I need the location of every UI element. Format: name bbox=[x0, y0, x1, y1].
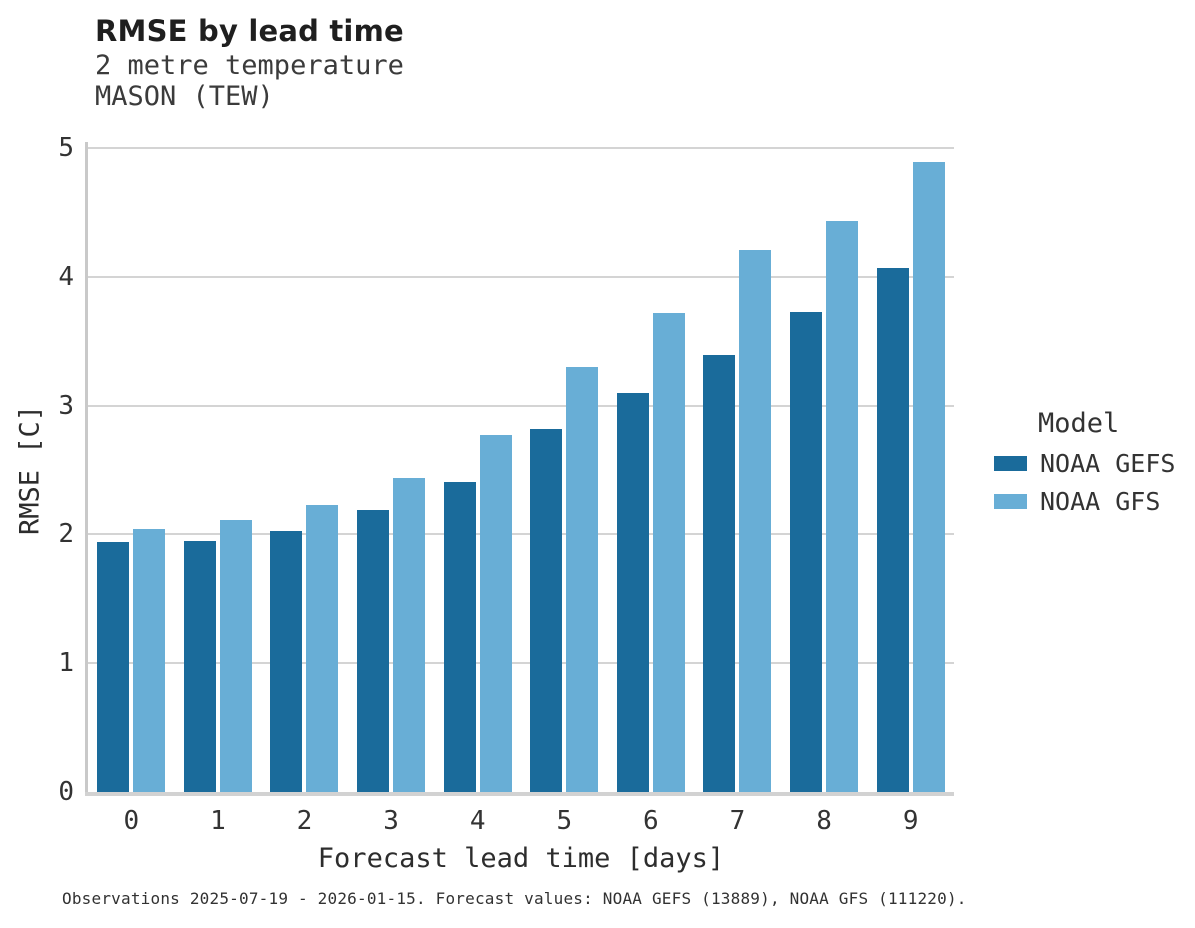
bar-group-1 bbox=[175, 520, 262, 792]
bar-noaa-gfs-lead-9 bbox=[912, 162, 945, 792]
bar-group-0 bbox=[88, 529, 175, 792]
x-axis-spine bbox=[85, 792, 954, 796]
chart-subtitle-variable: 2 metre temperature bbox=[95, 50, 404, 81]
y-tick-5: 5 bbox=[58, 133, 74, 163]
x-tick-6: 6 bbox=[643, 806, 659, 836]
bar-group-8 bbox=[781, 221, 868, 792]
legend-swatch-icon bbox=[994, 455, 1027, 471]
gridline-y-5 bbox=[88, 147, 954, 149]
x-tick-3: 3 bbox=[383, 806, 399, 836]
gridline-y-3 bbox=[88, 404, 954, 407]
bar-series-container bbox=[88, 148, 954, 792]
bar-noaa-gefs-lead-3 bbox=[357, 509, 390, 792]
bar-noaa-gfs-lead-6 bbox=[652, 312, 685, 792]
y-tick-labels: 0 1 2 3 4 5 bbox=[28, 133, 74, 807]
legend: Model NOAA GEFS NOAA GFS bbox=[994, 408, 1175, 524]
y-tick-1: 1 bbox=[58, 648, 74, 679]
x-tick-9: 9 bbox=[902, 806, 919, 836]
y-tick-2: 2 bbox=[58, 519, 74, 550]
bar-noaa-gfs-lead-3 bbox=[393, 477, 426, 792]
x-axis-label: Forecast lead time [days] bbox=[317, 843, 725, 874]
legend-entry-noaa-gefs: NOAA GEFS bbox=[994, 448, 1175, 478]
bar-noaa-gfs-lead-8 bbox=[826, 221, 859, 792]
y-tick-4: 4 bbox=[58, 261, 74, 292]
bar-noaa-gefs-lead-4 bbox=[443, 481, 476, 792]
bar-group-9 bbox=[867, 162, 954, 792]
bar-noaa-gfs-lead-2 bbox=[306, 504, 339, 792]
bar-group-5 bbox=[521, 366, 608, 792]
x-tick-7: 7 bbox=[729, 806, 746, 836]
x-tick-2: 2 bbox=[296, 806, 313, 836]
bar-noaa-gefs-lead-6 bbox=[616, 392, 649, 792]
legend-title: Model bbox=[1038, 408, 1120, 439]
y-tick-0: 0 bbox=[58, 777, 74, 807]
bar-group-7 bbox=[694, 249, 781, 792]
bar-group-2 bbox=[261, 504, 348, 792]
caption: Observations 2025-07-19 - 2026-01-15. Fo… bbox=[62, 889, 967, 908]
bar-group-4 bbox=[434, 435, 521, 792]
plot-area bbox=[85, 142, 954, 796]
x-tick-1: 1 bbox=[210, 806, 226, 836]
legend-label: NOAA GFS bbox=[1040, 486, 1161, 516]
y-axis-spine bbox=[85, 142, 88, 796]
chart-title: RMSE by lead time bbox=[95, 14, 404, 48]
bar-group-3 bbox=[348, 477, 435, 792]
bar-noaa-gfs-lead-1 bbox=[219, 520, 252, 792]
x-tick-5: 5 bbox=[556, 806, 573, 836]
gridline-y-1 bbox=[88, 662, 954, 665]
bar-noaa-gefs-lead-7 bbox=[703, 355, 736, 792]
gridline-y-4 bbox=[88, 275, 954, 278]
legend-label: NOAA GEFS bbox=[1040, 448, 1176, 478]
bar-noaa-gfs-lead-4 bbox=[479, 435, 512, 792]
bar-noaa-gefs-lead-1 bbox=[183, 540, 216, 792]
chart-subtitle-station: MASON (TEW) bbox=[95, 81, 274, 112]
bar-noaa-gefs-lead-5 bbox=[530, 428, 563, 792]
bar-group-6 bbox=[608, 312, 695, 792]
legend-entries: NOAA GEFS NOAA GFS bbox=[994, 448, 1175, 516]
gridline-y-2 bbox=[88, 533, 954, 536]
legend-swatch-icon bbox=[994, 493, 1027, 509]
bar-noaa-gfs-lead-0 bbox=[133, 529, 166, 792]
y-tick-3: 3 bbox=[58, 390, 74, 421]
bar-noaa-gefs-lead-8 bbox=[790, 311, 823, 792]
x-tick-4: 4 bbox=[469, 806, 486, 836]
bar-noaa-gefs-lead-0 bbox=[97, 542, 130, 792]
x-tick-labels: 0 1 2 3 4 5 6 7 8 9 bbox=[88, 806, 954, 836]
bar-noaa-gfs-lead-7 bbox=[739, 249, 772, 792]
x-tick-0: 0 bbox=[123, 806, 140, 836]
bar-noaa-gefs-lead-2 bbox=[270, 530, 303, 792]
x-tick-8: 8 bbox=[816, 806, 832, 836]
legend-entry-noaa-gfs: NOAA GFS bbox=[994, 486, 1175, 516]
bar-noaa-gfs-lead-5 bbox=[566, 366, 599, 792]
bar-noaa-gefs-lead-9 bbox=[876, 267, 909, 792]
